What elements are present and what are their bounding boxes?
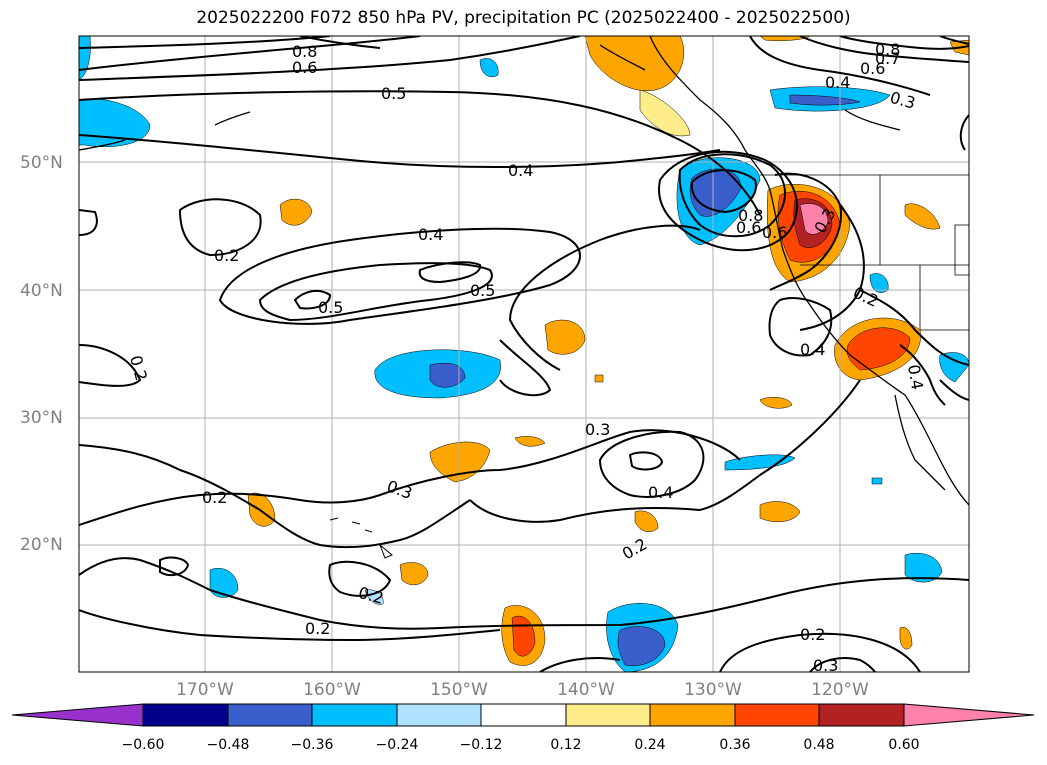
contour-label: 0.3 [813,656,838,675]
lon-label: 150°W [430,680,488,700]
colorbar-bin [311,703,398,727]
contour-label: 0.3 [585,420,610,439]
lat-label: 50°N [20,153,63,173]
colorbar-tick-label: −0.12 [459,737,503,753]
colorbar-bin [480,703,567,727]
colorbar-bin [227,703,313,727]
colorbar-tick-label: 0.12 [550,737,582,753]
contour-label-group: 0.8 0.6 0.5 0.4 0.4 0.5 0.5 0.2 0.2 0.3 … [126,40,927,675]
colorbar-bin [565,703,651,727]
hawaiian-islands [329,517,393,559]
political-boundaries [760,174,969,331]
colorbar-bin [818,703,905,727]
contour-label: 0.2 [214,246,239,265]
colorbar-tick-label: −0.48 [206,737,250,753]
colorbar-tick-label: −0.24 [375,737,419,753]
colorbar-tick-label: 0.36 [719,737,751,753]
contour-label: 0.2 [305,619,330,638]
contour-label: 0.2 [800,625,825,644]
lat-label: 30°N [20,408,63,428]
contour-label: 0.6 [762,223,787,242]
map-plot-area [79,36,969,672]
contour-label: 0.4 [508,161,533,180]
colorbar-extend-high [903,703,1035,727]
lon-label: 140°W [557,680,615,700]
colorbar-tick-label: −0.36 [290,737,334,753]
contour-label: 0.5 [318,298,343,317]
contour-label: 0.5 [381,84,406,103]
lon-label: 120°W [811,680,869,700]
colorbar-tick-label: −0.60 [121,737,165,753]
map-frame [78,35,970,673]
contour-label: 0.4 [800,340,825,359]
lon-label: 160°W [303,680,361,700]
contour-label: 0.6 [292,58,317,77]
contour-label: 0.6 [860,59,885,78]
map-title: 2025022200 F072 850 hPa PV, precipitatio… [196,8,851,28]
colorbar-extend-low [11,703,144,727]
contour-label: 0.4 [418,225,443,244]
colorbar-bin [649,703,736,727]
contour-label: 0.8 [292,42,317,61]
pv-contours [79,36,969,672]
lon-label: 170°W [176,680,234,700]
lon-label: 130°W [684,680,742,700]
colorbar-bin [734,703,820,727]
contour-label: 0.7 [875,49,900,68]
contour-label: 0.4 [825,73,850,92]
colorbar-tick-label: 0.24 [634,737,666,753]
colorbar [11,703,1035,727]
colorbar-tick-label: 0.48 [803,737,835,753]
contour-label: 0.8 [738,206,763,225]
graticule [79,36,969,672]
lat-label: 40°N [20,281,63,301]
contour-label: 0.5 [470,281,495,300]
contour-label: 0.4 [648,483,673,502]
contour-label: 0.4 [904,363,927,391]
colorbar-bin [142,703,229,727]
colorbar-tick-label: 0.60 [888,737,920,753]
contour-label: 0.2 [202,488,227,507]
lat-label: 20°N [20,535,63,555]
contour-label: 0.8 [875,40,900,59]
contour-label: 0.6 [736,218,761,237]
colorbar-bin [396,703,482,727]
